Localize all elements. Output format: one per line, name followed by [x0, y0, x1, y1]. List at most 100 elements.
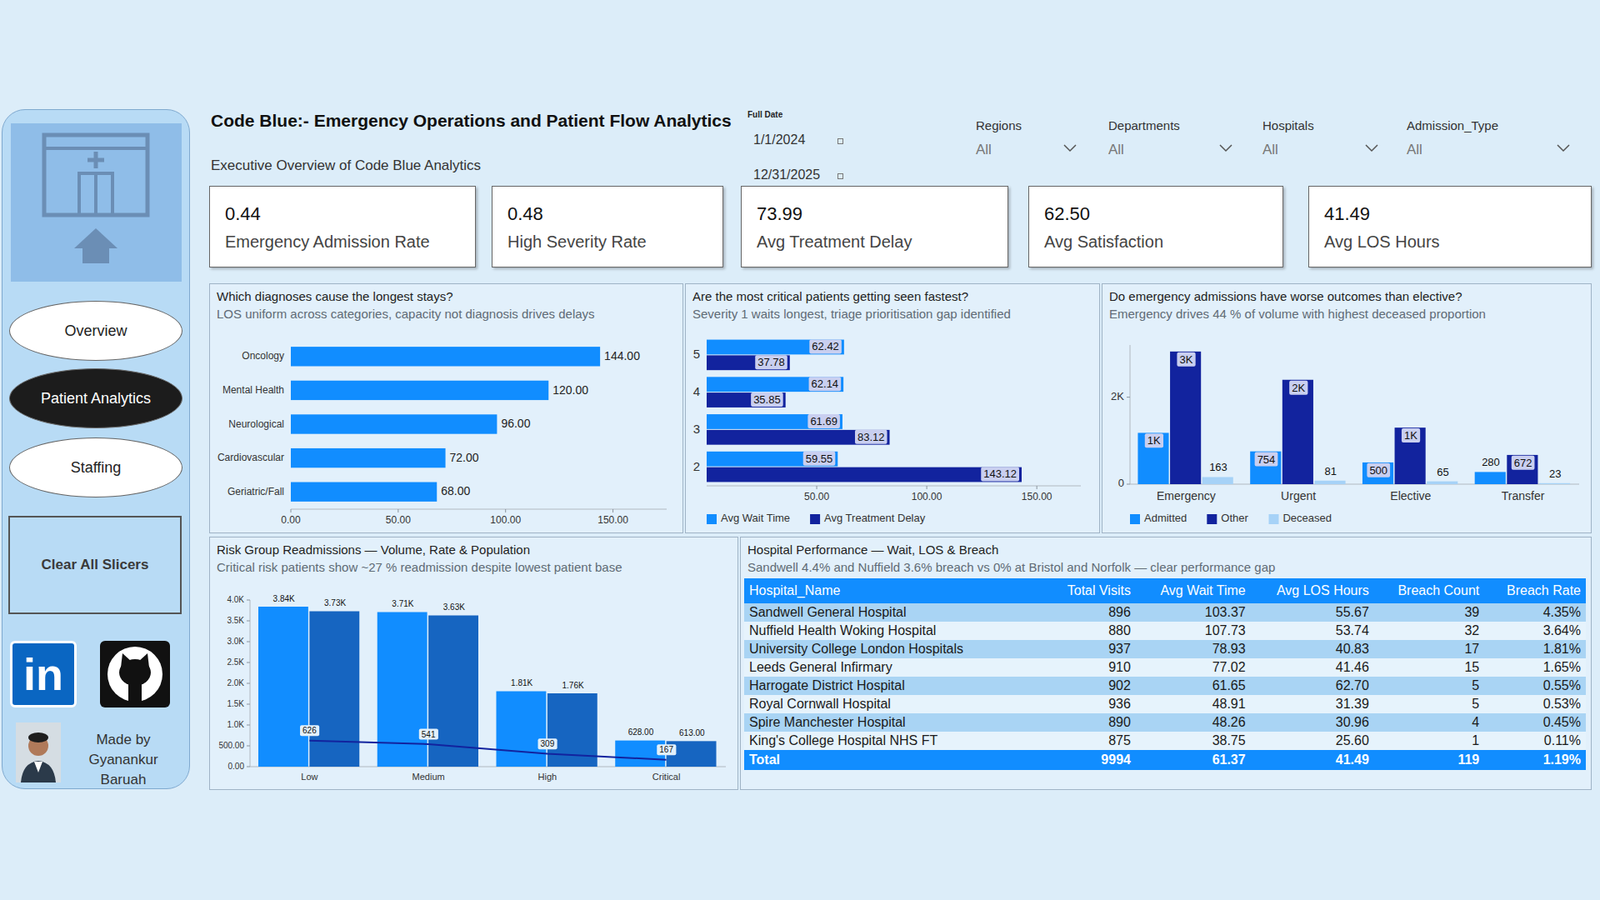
- x-axis-line: [290, 509, 667, 510]
- table-cell: 31.39: [1250, 695, 1375, 714]
- tick-label: 0: [1118, 476, 1125, 490]
- panel-subtitle: Severity 1 waits longest, triage priorit…: [692, 305, 1093, 324]
- tick-label: 1.5K: [226, 699, 245, 709]
- bar: [706, 451, 838, 467]
- column-header[interactable]: Avg LOS Hours: [1250, 578, 1375, 604]
- date-start[interactable]: 1/1/2024: [753, 132, 805, 148]
- nav-button[interactable]: Patient Analytics: [9, 368, 183, 429]
- bar: [706, 430, 890, 445]
- bar: [1475, 471, 1506, 485]
- tick-mark: [246, 662, 250, 664]
- legend-swatch: [1206, 514, 1217, 525]
- data-label: 68.00: [440, 484, 470, 498]
- category-label: Oncology: [241, 350, 285, 362]
- column-header[interactable]: Breach Count: [1374, 578, 1485, 604]
- table-cell: 890: [1047, 713, 1136, 732]
- icon-part: [107, 646, 163, 702]
- kpi-card: 41.49Avg LOS Hours: [1308, 185, 1592, 268]
- column-header[interactable]: Avg Wait Time: [1135, 578, 1251, 604]
- slicer-value[interactable]: All: [1262, 141, 1279, 159]
- data-label: 1.76K: [561, 680, 584, 690]
- nav-button[interactable]: Overview: [9, 300, 183, 361]
- data-label-bg: [389, 598, 416, 610]
- tick-label: 2K: [1110, 390, 1125, 403]
- slicer-chevron[interactable]: [1063, 144, 1077, 153]
- column-header[interactable]: Breach Rate: [1484, 578, 1586, 604]
- github-icon[interactable]: [100, 640, 170, 708]
- data-label-bg: [1434, 465, 1451, 480]
- data-label-bg: [855, 430, 888, 445]
- nav-logo: [10, 123, 182, 282]
- kpi-value: 0.48: [507, 203, 544, 225]
- table-cell: 61.65: [1135, 676, 1251, 695]
- table-cell: 936: [1047, 695, 1136, 714]
- bar: [706, 340, 845, 355]
- chart-panel-header: Do emergency admissions have worse outco…: [1102, 284, 1591, 324]
- data-label: 672: [1514, 456, 1533, 470]
- category-label: 3: [693, 421, 700, 436]
- table-cell: 15: [1374, 658, 1485, 677]
- tick-label: 150.00: [597, 514, 629, 526]
- slicer-value[interactable]: All: [1406, 141, 1423, 159]
- table-cell: Total: [744, 750, 1048, 770]
- panel-subtitle: Emergency drives 44 % of volume with hig…: [1109, 305, 1585, 324]
- table-cell: 880: [1047, 621, 1136, 640]
- table-wrap: Hospital_NameTotal VisitsAvg Wait TimeAv…: [744, 578, 1586, 770]
- icon-part: [74, 228, 118, 249]
- calendar-icon[interactable]: [837, 173, 844, 180]
- slicer-value[interactable]: All: [1108, 141, 1125, 159]
- data-label-bg: [656, 744, 676, 755]
- table-cell: 5: [1374, 695, 1485, 714]
- icon-part: [79, 173, 113, 215]
- slicer-chevron[interactable]: [1219, 144, 1233, 153]
- nav-button[interactable]: Staffing: [9, 437, 183, 498]
- bar: [1250, 451, 1281, 485]
- chart-panel: Risk Group Readmissions — Volume, Rate &…: [209, 536, 739, 790]
- calendar-icon[interactable]: [837, 138, 844, 145]
- slicer-chevron[interactable]: [1365, 144, 1379, 153]
- tick-label: 100.00: [911, 490, 943, 503]
- kpi-card: 0.48 High Severity Rate: [491, 185, 724, 268]
- data-row: Harrogate District Hospital90261.6562.70…: [744, 676, 1586, 695]
- category-label: Cardiovascular: [217, 451, 285, 464]
- bar: [1202, 476, 1234, 485]
- tick-mark: [505, 509, 506, 513]
- author-photo: [15, 722, 61, 783]
- slicer-chevron[interactable]: [1556, 144, 1570, 153]
- linkedin-icon[interactable]: in: [10, 640, 77, 708]
- table-cell: 41.49: [1250, 750, 1375, 770]
- icon-part: [94, 173, 98, 215]
- data-row: Nuffield Health Woking Hospital880107.73…: [744, 621, 1586, 640]
- tick-mark: [1036, 485, 1038, 490]
- bar: [706, 355, 790, 370]
- chart: OncologyMental HealthNeurologicalCardiov…: [213, 325, 680, 530]
- table: Hospital_NameTotal VisitsAvg Wait TimeAv…: [744, 578, 1586, 770]
- data-label: 2K: [1291, 381, 1305, 395]
- panel-title: Hospital Performance — Wait, LOS & Breac…: [747, 541, 1585, 559]
- kpi-value: 73.99: [756, 203, 803, 225]
- icon-part: [44, 146, 148, 150]
- slicer-label: Hospitals: [1262, 118, 1315, 133]
- tick-mark: [246, 641, 250, 643]
- tick-label: 3.0K: [226, 636, 245, 646]
- date-end[interactable]: 12/31/2025: [753, 167, 820, 183]
- tick-mark: [290, 509, 292, 513]
- bar: [495, 691, 546, 768]
- data-label: 167: [659, 745, 674, 755]
- column-header[interactable]: Hospital_Name: [744, 578, 1048, 604]
- tick-mark: [612, 509, 614, 513]
- icon-part: [120, 653, 132, 668]
- column-header[interactable]: Total Visits: [1047, 578, 1136, 604]
- data-label-bg: [538, 738, 558, 750]
- tick-mark: [246, 600, 250, 601]
- chart: 02KEmergencyUrgentElectiveTransfer1K7545…: [1105, 325, 1588, 530]
- table-cell: 77.02: [1135, 658, 1251, 677]
- data-label-bg: [1401, 428, 1420, 443]
- legend-swatch: [1130, 514, 1140, 525]
- kpi-label: High Severity Rate: [507, 232, 647, 252]
- clear-slicers-button[interactable]: Clear All Slicers: [8, 515, 182, 615]
- table-cell: 1.65%: [1484, 658, 1586, 677]
- data-label: 3K: [1179, 353, 1193, 366]
- slicer-value[interactable]: All: [975, 141, 992, 159]
- chevron: [1063, 144, 1077, 153]
